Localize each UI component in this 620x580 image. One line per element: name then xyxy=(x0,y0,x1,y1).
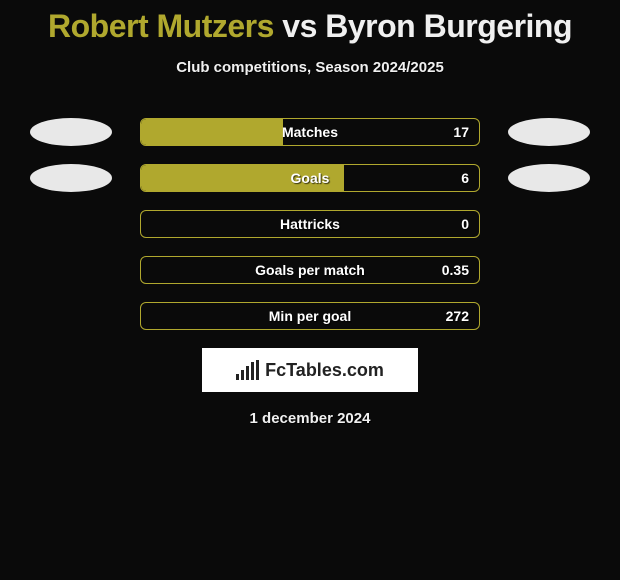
stat-rows: Matches 17 Goals 6 Hattricks 0 Goals per match… xyxy=(0,118,620,330)
right-oval xyxy=(508,118,590,146)
stat-row: Hattricks 0 xyxy=(0,210,620,238)
logo-text: FcTables.com xyxy=(265,360,384,381)
stat-row: Matches 17 xyxy=(0,118,620,146)
stat-label: Goals per match xyxy=(255,262,365,278)
player2-name: Byron Burgering xyxy=(325,8,572,44)
subtitle: Club competitions, Season 2024/2025 xyxy=(0,59,620,76)
stat-label: Min per goal xyxy=(269,308,351,324)
stat-label: Hattricks xyxy=(280,216,340,232)
stat-row: Goals 6 xyxy=(0,164,620,192)
stat-value: 272 xyxy=(446,308,469,324)
player1-name: Robert Mutzers xyxy=(48,8,274,44)
stat-row: Min per goal 272 xyxy=(0,302,620,330)
left-oval xyxy=(30,164,112,192)
vs-text: vs xyxy=(282,8,317,44)
stat-value: 0 xyxy=(461,216,469,232)
page-title: Robert Mutzers vs Byron Burgering xyxy=(0,0,620,45)
left-oval xyxy=(30,118,112,146)
date-text: 1 december 2024 xyxy=(0,410,620,427)
stat-bar: Min per goal 272 xyxy=(140,302,480,330)
stat-bar: Hattricks 0 xyxy=(140,210,480,238)
stat-bar: Matches 17 xyxy=(140,118,480,146)
logo-bars-icon xyxy=(236,360,259,380)
stat-value: 0.35 xyxy=(442,262,469,278)
stat-bar-fill xyxy=(141,119,283,145)
stat-bar: Goals 6 xyxy=(140,164,480,192)
right-oval xyxy=(508,164,590,192)
stat-row: Goals per match 0.35 xyxy=(0,256,620,284)
stat-value: 6 xyxy=(461,170,469,186)
stat-label: Matches xyxy=(282,124,338,140)
stat-bar: Goals per match 0.35 xyxy=(140,256,480,284)
stat-label: Goals xyxy=(291,170,330,186)
stat-value: 17 xyxy=(453,124,469,140)
logo-box: FcTables.com xyxy=(202,348,418,392)
